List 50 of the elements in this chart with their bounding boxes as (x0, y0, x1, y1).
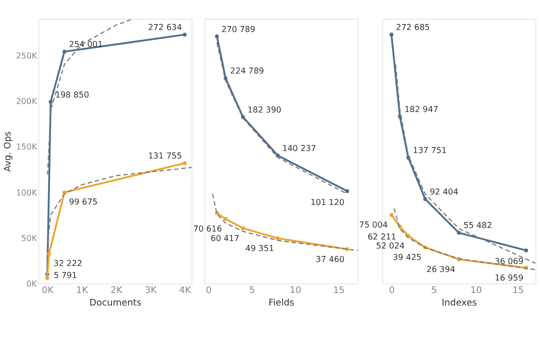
y-tick-label: 0K (26, 278, 38, 289)
x-tick-label: 15 (512, 286, 524, 296)
data-label: 5 791 (54, 270, 78, 280)
y-tick-label: 200K (16, 96, 38, 106)
x-tick-label: 0 (206, 286, 212, 296)
x-axis-title: Fields (268, 298, 295, 309)
data-label: 272 685 (396, 22, 430, 32)
y-tick-label: 250K (16, 50, 38, 60)
data-label: 75 004 (359, 220, 388, 230)
x-tick-label: 0K (42, 286, 55, 296)
x-tick-label: 4K (179, 286, 192, 296)
data-label: 60 417 (210, 232, 240, 243)
x-tick-label: 10 (290, 286, 302, 296)
data-label: 224 789 (230, 66, 264, 76)
data-label: 182 390 (248, 104, 282, 114)
data-label: 62 211 (368, 231, 396, 242)
data-label: 182 947 (404, 104, 438, 114)
data-label: 32 222 (54, 258, 82, 268)
data-label: 26 394 (426, 264, 456, 274)
x-tick-label: 3K (144, 286, 158, 296)
x-tick-label: 2K (110, 286, 124, 296)
x-tick-label: 5 (431, 286, 437, 296)
data-label: 101 120 (310, 196, 344, 207)
x-axis-title: Documents (89, 298, 142, 309)
x-tick-label: 15 (333, 286, 345, 296)
data-label: 39 425 (392, 252, 422, 262)
x-tick-label: 10 (470, 286, 482, 296)
x-tick-label: 5 (249, 286, 255, 296)
data-label: 140 237 (282, 142, 316, 153)
y-tick-label: 50K (21, 232, 38, 243)
data-label: 272 634 (148, 22, 182, 32)
data-label: 254 001 (68, 39, 103, 50)
x-tick-label: 0 (389, 286, 396, 296)
y-tick-label: 150K (16, 142, 38, 152)
data-label: 131 755 (148, 150, 182, 161)
data-label: 92 404 (430, 186, 458, 196)
data-label: 99 675 (68, 196, 98, 206)
data-label: 16 959 (494, 272, 524, 283)
data-label: 37 460 (316, 254, 344, 264)
data-label: 137 751 (412, 145, 447, 156)
data-label: 49 351 (245, 243, 274, 254)
y-axis-title: Avg. Ops (3, 131, 14, 172)
x-axis-title: Indexes (442, 298, 478, 309)
data-label: 70 616 (193, 224, 222, 234)
x-tick-label: 1K (76, 286, 89, 296)
data-label: 55 482 (463, 220, 492, 230)
data-label: 198 850 (55, 89, 90, 100)
data-label: 52 024 (376, 240, 405, 251)
data-label: 270 789 (221, 24, 256, 34)
y-tick-label: 100K (16, 187, 38, 198)
